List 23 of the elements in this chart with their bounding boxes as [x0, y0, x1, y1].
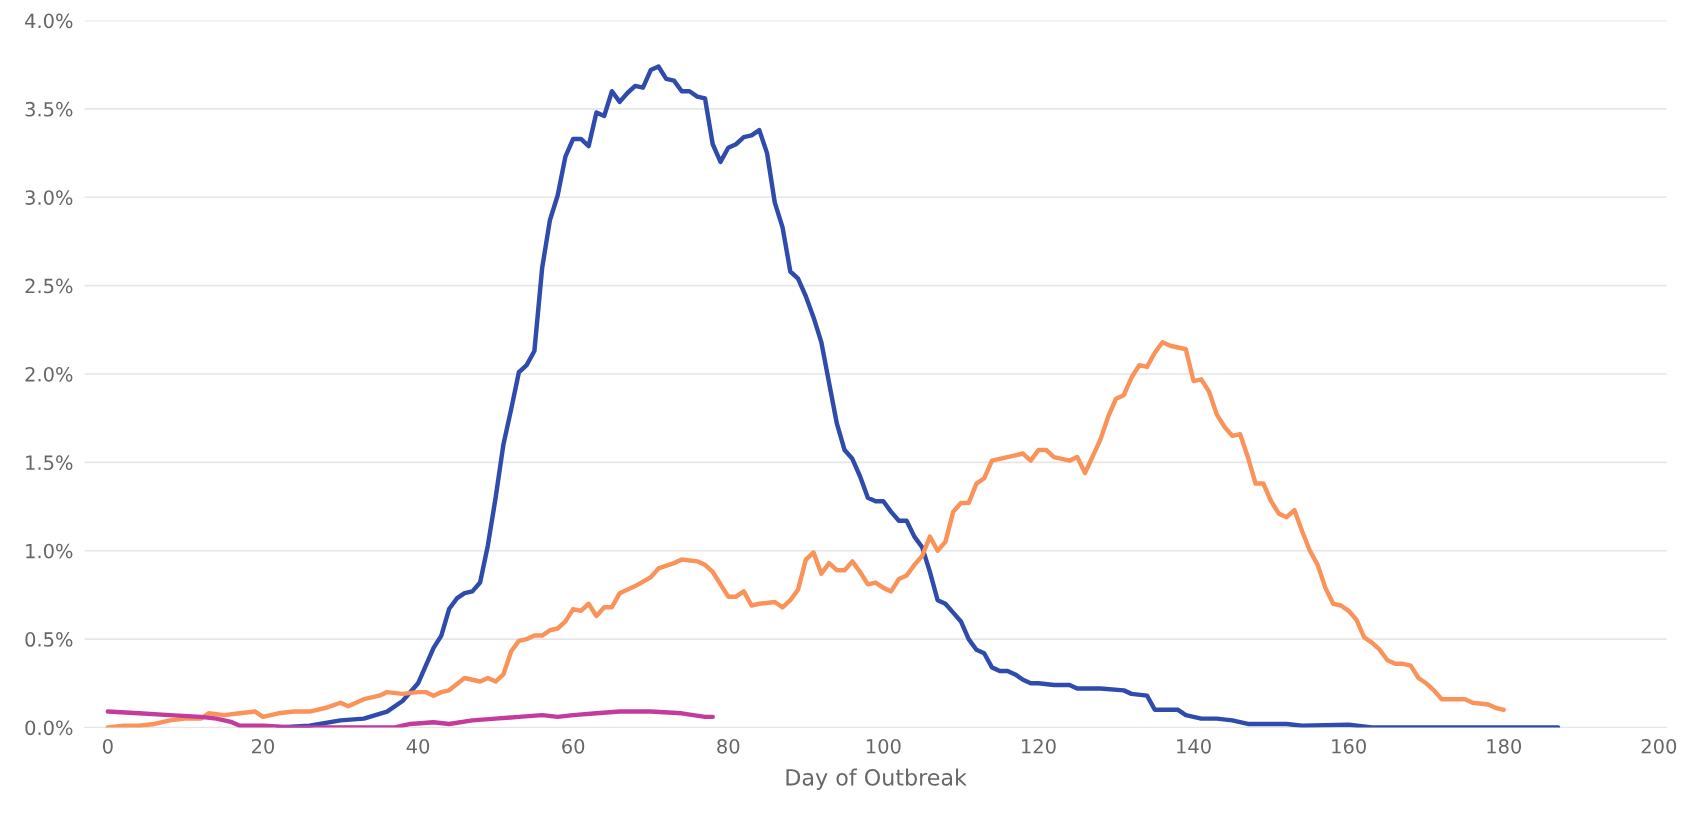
- x-tick-label: 20: [252, 738, 275, 754]
- y-tick-label: 4.0%: [25, 13, 73, 29]
- x-tick-label: 180: [1487, 738, 1522, 754]
- x-tick-label: 100: [866, 738, 901, 754]
- x-tick-label: 80: [717, 738, 740, 754]
- x-tick-label: 60: [562, 738, 585, 754]
- x-tick-label: 40: [406, 738, 430, 754]
- x-tick-label: 160: [1332, 738, 1366, 754]
- x-tick-label: 200: [1641, 738, 1677, 754]
- line-series: [105, 709, 715, 728]
- y-tick-label: 3.0%: [25, 190, 73, 205]
- y-tick-label: 0.5%: [25, 632, 73, 647]
- x-axis-title: Day of Outbreak: [786, 768, 967, 791]
- y-tick-label: 2.5%: [25, 278, 73, 294]
- y-tick-label: 1.0%: [26, 543, 73, 559]
- x-tick-label: 0: [102, 738, 113, 754]
- y-tick-label: 1.5%: [26, 455, 73, 471]
- y-tick-label: 3.5%: [25, 101, 73, 117]
- x-tick-label: 140: [1177, 738, 1211, 754]
- x-tick-label: 120: [1022, 738, 1056, 754]
- y-tick-label: 2.0%: [25, 366, 73, 382]
- y-tick-label: 0.0%: [25, 720, 73, 736]
- line-series: [105, 339, 1506, 728]
